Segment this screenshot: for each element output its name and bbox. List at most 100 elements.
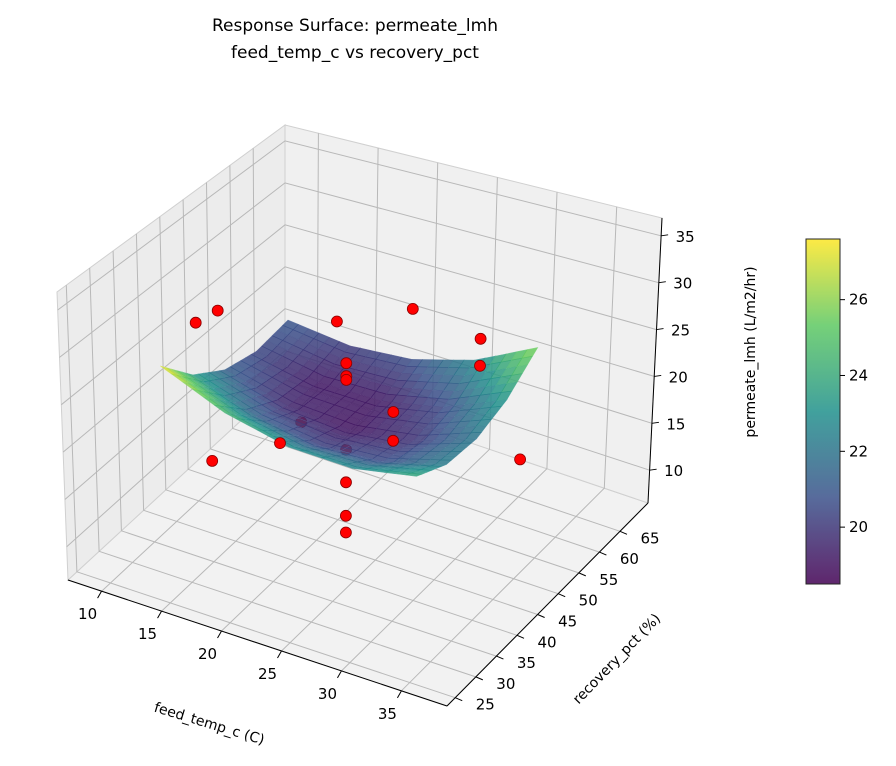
y-gridline <box>229 165 600 553</box>
surface-mesh-line <box>310 359 434 455</box>
x-axis-label: feed_temp_c (C) <box>152 700 266 749</box>
x-gridline <box>401 206 618 692</box>
z-gridline <box>57 140 662 311</box>
surface-mesh-line <box>277 330 528 377</box>
surface-mesh-line <box>181 371 437 469</box>
response-surface <box>160 319 539 477</box>
data-point <box>387 406 400 418</box>
surface-mesh-line <box>267 354 392 437</box>
x-axis-line <box>67 579 448 707</box>
x-tick <box>277 650 282 659</box>
z-axis-label: permeate_lmh (L/m2/hr) <box>743 266 759 437</box>
y-gridline <box>206 182 579 574</box>
x-tick <box>97 590 103 599</box>
y-tick <box>516 634 525 639</box>
surface-mesh-line <box>160 319 289 376</box>
surface-mesh-line <box>245 357 497 419</box>
data-point <box>340 476 352 489</box>
z-tick-label: 35 <box>676 228 695 246</box>
z-gridline <box>59 182 659 358</box>
surface-mesh-line <box>192 374 447 465</box>
surface-mesh-line <box>203 337 330 403</box>
y-tick-label: 30 <box>496 675 515 693</box>
z-tick-label: 10 <box>664 462 683 480</box>
surface-mesh-line <box>181 328 309 389</box>
data-point <box>340 357 353 370</box>
y-gridline <box>65 285 456 699</box>
axis-lines: 1015202530352530354045505560651015202530… <box>67 217 695 723</box>
surface-mesh-line <box>373 355 496 472</box>
z-tick <box>661 234 669 237</box>
surface-mesh-line <box>160 365 417 477</box>
y-tick-label: 65 <box>640 529 659 547</box>
z-tick-label: 20 <box>669 368 688 386</box>
y-gridline <box>112 250 497 657</box>
z-tick-label: 15 <box>666 415 685 433</box>
z-tick-label: 25 <box>671 322 690 340</box>
y-gridline <box>182 199 559 595</box>
z-gridline <box>62 266 655 453</box>
surface-mesh-line <box>235 363 487 430</box>
y-tick-label: 50 <box>579 592 598 610</box>
surface-mesh-line <box>224 345 351 417</box>
y-tick-label: 55 <box>599 571 618 589</box>
y-tick-label: 40 <box>537 633 556 651</box>
surface-mesh-line <box>224 369 477 442</box>
x-tick-label: 35 <box>378 705 397 723</box>
data-point <box>274 437 286 450</box>
data-point <box>406 302 419 315</box>
y-tick <box>475 676 484 681</box>
y-tick <box>537 614 545 618</box>
y-tick-label: 35 <box>517 654 536 672</box>
z-tick <box>656 328 664 331</box>
data-point <box>206 454 219 467</box>
z-tick-label: 30 <box>673 275 692 293</box>
x-tick-label: 30 <box>318 685 337 703</box>
z-tick <box>658 281 666 284</box>
y-gridline <box>135 233 518 636</box>
surface-mesh-line <box>171 368 427 473</box>
data-point <box>387 434 400 447</box>
z-axis-line <box>647 217 663 504</box>
y-tick <box>455 697 463 702</box>
y-axis-line <box>446 502 649 707</box>
x-tick-label: 25 <box>258 665 277 683</box>
colorbar: 20 22 24 26 <box>805 238 868 585</box>
z-gridline <box>64 308 653 500</box>
data-point <box>211 304 224 317</box>
surface-mesh-line <box>203 372 457 457</box>
surface-mesh-line <box>256 351 507 408</box>
surface-mesh-line <box>416 347 538 477</box>
surface-mesh-line <box>287 319 538 361</box>
x-tick <box>337 670 342 679</box>
data-point <box>339 526 352 539</box>
data-point <box>330 315 343 328</box>
x-tick-label: 10 <box>78 605 97 623</box>
x-tick <box>217 630 222 639</box>
x-tick <box>396 690 402 699</box>
colorbar-tick-label: 20 <box>849 518 868 536</box>
y-gridline <box>159 216 538 615</box>
y-tick <box>578 572 587 577</box>
z-tick <box>654 374 662 377</box>
chart-title: Response Surface: permeate_lmh <box>212 16 498 36</box>
y-tick <box>619 530 628 535</box>
colorbar-tick-label: 26 <box>849 291 868 309</box>
surface-mesh-line <box>266 340 518 392</box>
data-point <box>474 332 487 345</box>
colorbar-tick-label: 22 <box>849 442 868 460</box>
x-gridline <box>341 192 558 672</box>
data-point <box>340 373 353 386</box>
colorbar-gradient <box>805 238 841 585</box>
surface-mesh-line <box>352 360 475 469</box>
z-gridline <box>60 224 657 406</box>
x-gridline <box>281 177 498 652</box>
y-tick-label: 45 <box>558 612 577 630</box>
surface-mesh-line <box>288 359 413 448</box>
y-tick <box>599 551 607 556</box>
data-point <box>514 453 526 466</box>
surface-patch <box>405 472 422 477</box>
y-tick-label: 60 <box>620 550 639 568</box>
